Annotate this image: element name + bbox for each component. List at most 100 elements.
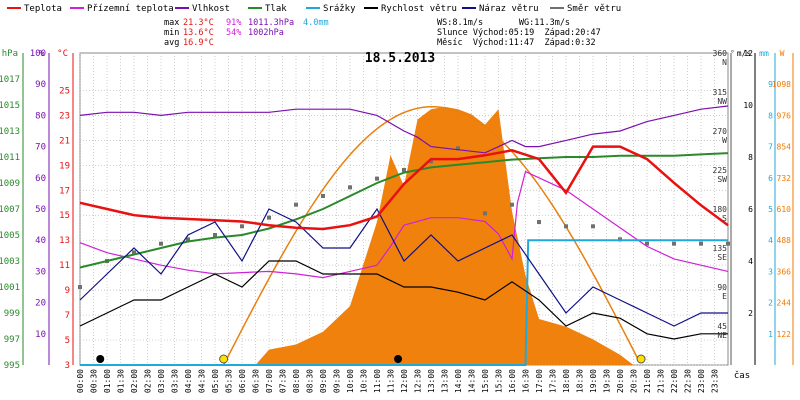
temperature-tick-label: 3: [65, 361, 70, 371]
direction-compass-label: SW: [717, 175, 727, 184]
direction-compass-label: NE: [717, 331, 727, 340]
pressure-tick-label: 995: [4, 361, 20, 371]
wind-direction-point: [537, 220, 541, 224]
x-tick-label: 06:00: [238, 369, 247, 393]
wind-tick-label: 8: [748, 153, 753, 162]
temperature-tick-label: 13: [59, 236, 70, 246]
wind-direction-point: [78, 285, 82, 289]
x-tick-label: 16:30: [522, 369, 531, 393]
stats-value-max: 4.0mm: [303, 18, 329, 28]
x-tick-label: 21:30: [657, 369, 666, 393]
x-tick-label: 05:30: [225, 369, 234, 393]
x-tick-label: 15:00: [481, 369, 490, 393]
direction-compass-label: SE: [717, 253, 727, 262]
wind-direction-point: [591, 224, 595, 229]
x-tick-label: 21:00: [643, 369, 652, 393]
solar-area: [222, 105, 641, 366]
x-tick-label: 07:30: [279, 369, 288, 393]
humidity-tick-label: 10: [35, 330, 46, 340]
direction-unit-label: °: [730, 49, 735, 58]
wind-direction-point: [186, 237, 190, 242]
rain-tick-label: 3: [768, 267, 773, 276]
temperature-tick-label: 17: [59, 186, 70, 196]
solar-tick-label: 366: [777, 267, 792, 276]
temperature-tick-label: 19: [59, 161, 70, 171]
sun-curve: [222, 105, 641, 366]
direction-tick-label: 360: [713, 49, 728, 58]
solar-tick-label: 732: [777, 174, 792, 183]
humidity-tick-label: 90: [35, 80, 46, 90]
x-tick-label: 07:00: [265, 369, 274, 393]
x-tick-label: 19:00: [589, 369, 598, 393]
legend-label-pressure: Tlak: [265, 4, 287, 14]
pressure-tick-label: 1007: [0, 205, 20, 215]
wind-tick-label: 4: [748, 257, 753, 266]
x-tick-label: 13:00: [427, 369, 436, 393]
solar-tick-label: 488: [777, 236, 792, 245]
legend-label-wind_gust: Náraz větru: [479, 4, 539, 14]
humidity-line: [79, 105, 729, 154]
wind-direction-point: [429, 159, 433, 164]
ground_temperature-line: [79, 170, 729, 279]
stats-value-max: 1011.3hPa: [248, 18, 294, 28]
wind-direction-point: [348, 185, 352, 190]
wind-tick-label: 2: [748, 309, 753, 318]
x-tick-label: 23:00: [697, 369, 706, 393]
stats-value-min: 1002hPa: [248, 28, 284, 38]
rain-tick-label: 2: [768, 299, 773, 308]
x-tick-label: 01:30: [117, 369, 126, 393]
pressure-line: [79, 152, 729, 269]
info-line: WS:8.1m/s WG:11.3m/s: [437, 18, 570, 28]
wind-tick-label: 12: [743, 49, 753, 58]
pressure-tick-label: 1011: [0, 153, 20, 163]
x-tick-label: 04:00: [184, 369, 193, 393]
stats-value-min: min: [164, 28, 179, 38]
legend-label-humidity: Vlhkost: [192, 4, 230, 14]
wind-direction-point: [267, 215, 271, 220]
wind-unit-label: m/s: [737, 49, 752, 58]
temperature-unit-label: °C: [57, 49, 68, 59]
temperature-tick-label: 23: [59, 111, 70, 121]
wind-direction-point: [213, 233, 217, 237]
x-tick-label: 20:30: [630, 369, 639, 393]
direction-compass-label: N: [722, 58, 727, 67]
moonset-marker: [96, 355, 105, 363]
x-tick-label: 17:30: [549, 369, 558, 393]
chart-title: 18.5.2013: [365, 51, 435, 66]
temperature-tick-label: 5: [65, 336, 70, 346]
humidity-tick-label: 60: [35, 174, 46, 184]
wind-direction-point: [402, 168, 406, 172]
legend-label-temperature: Teplota: [24, 4, 62, 14]
wind-direction-point: [645, 241, 649, 246]
solar-tick-label: 610: [777, 205, 792, 214]
temperature-line: [79, 145, 729, 231]
x-tick-label: 06:30: [252, 369, 261, 393]
x-tick-label: 11:30: [387, 369, 396, 393]
x-tick-label: 02:30: [144, 369, 153, 393]
solar-tick-label: 976: [777, 111, 792, 120]
humidity-tick-label: 40: [35, 236, 46, 246]
x-tick-label: 18:00: [562, 369, 571, 393]
pressure-tick-label: 1009: [0, 179, 20, 189]
wind-direction-point: [564, 224, 568, 229]
wind-direction-point: [699, 241, 703, 246]
humidity-tick-label: 80: [35, 111, 46, 121]
wind-direction-point: [483, 211, 487, 216]
wind-direction-point: [375, 176, 379, 181]
direction-compass-label: NW: [717, 97, 727, 106]
wind-direction-point: [240, 224, 244, 229]
humidity-unit-label: %: [39, 49, 45, 59]
x-tick-label: 15:30: [495, 369, 504, 393]
pressure-tick-label: 1001: [0, 283, 20, 293]
stats-value-max: 21.3°C: [183, 18, 214, 28]
x-tick-label: 00:30: [90, 369, 99, 393]
x-tick-label: 23:30: [711, 369, 720, 393]
x-tick-label: 11:00: [373, 369, 382, 393]
temperature-tick-label: 25: [59, 86, 70, 96]
direction-tick-label: 135: [713, 244, 728, 253]
direction-tick-label: 180: [713, 205, 728, 214]
sunset-marker: [636, 354, 646, 364]
pressure-tick-label: 999: [4, 309, 20, 319]
